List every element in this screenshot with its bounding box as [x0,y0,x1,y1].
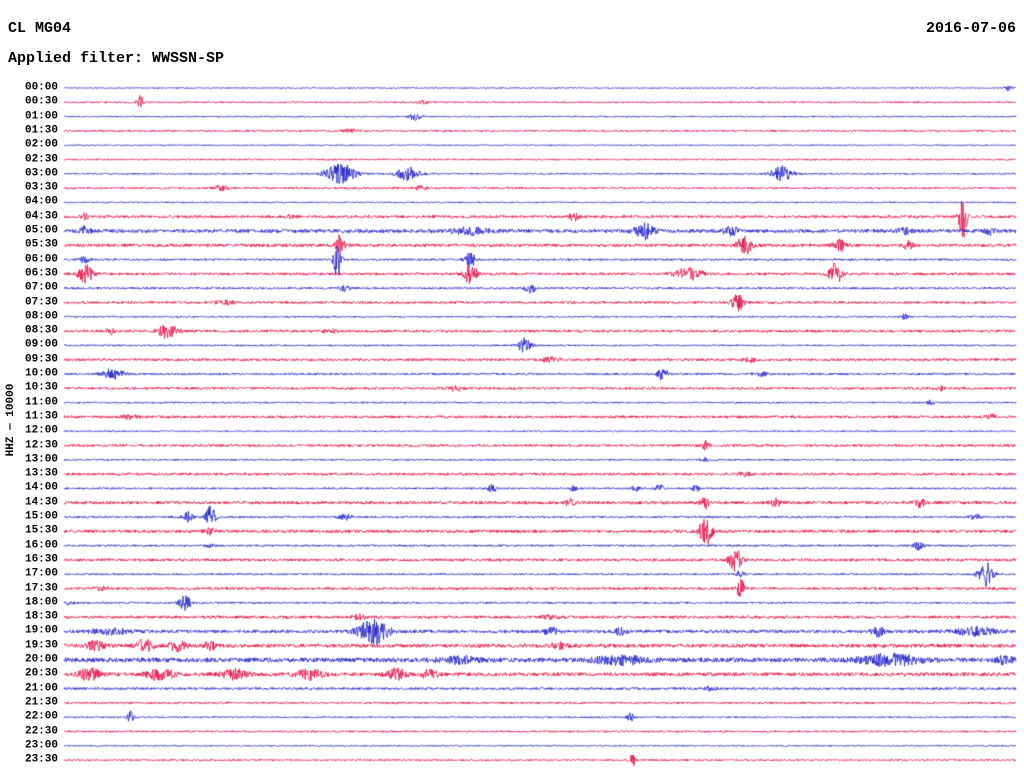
time-label: 07:30 [24,296,58,308]
time-label: 13:30 [24,467,58,480]
time-label: 06:30 [24,267,58,280]
time-label: 18:00 [24,596,58,609]
time-label: 23:30 [24,753,58,766]
time-label: 10:00 [24,367,58,380]
time-label: 18:30 [24,610,58,623]
time-label: 19:00 [24,624,58,637]
time-label: 01:00 [24,110,58,123]
time-label: 05:30 [24,238,58,251]
time-label: 17:00 [24,567,58,580]
station-label: CL MG04 [8,20,72,37]
time-label: 01:30 [24,124,58,137]
time-label: 04:30 [24,210,58,223]
time-label: 20:00 [24,653,58,666]
time-label: 21:30 [24,696,58,709]
time-label: 19:30 [24,639,58,652]
time-label: 11:30 [24,410,58,423]
time-label: 12:30 [24,439,58,451]
time-label: 23:00 [24,739,58,752]
time-label: 02:30 [24,153,58,165]
time-label: 12:00 [24,424,58,437]
time-label: 21:00 [24,682,58,695]
time-label: 15:30 [24,524,58,537]
time-label: 22:00 [24,710,58,723]
time-label: 03:00 [24,167,58,180]
time-label: 09:30 [24,353,58,366]
time-label: 10:30 [24,381,58,394]
time-label: 07:00 [24,281,58,294]
time-label: 05:00 [24,224,58,237]
time-label: 16:00 [24,539,58,552]
time-label: 00:30 [24,95,58,108]
time-label: 13:00 [24,453,58,466]
time-label: 11:00 [24,396,58,409]
time-label: 20:30 [24,667,58,680]
filter-label: Applied filter: WWSSN-SP [8,50,225,67]
date-label: 2016-07-06 [925,20,1016,37]
time-label: 06:00 [24,253,58,266]
time-label: 09:00 [24,338,58,351]
time-label: 04:00 [24,195,58,208]
time-label: 14:00 [24,481,58,494]
time-label: 02:00 [24,138,58,151]
time-label: 08:00 [24,310,58,323]
time-label: 00:00 [24,81,58,94]
time-label: 03:30 [24,181,58,194]
time-label: 16:30 [24,553,58,566]
time-label: 08:30 [24,324,58,337]
time-label: 17:30 [24,582,58,594]
time-label: 22:30 [24,725,58,737]
time-label: 14:30 [24,496,58,509]
time-label: 15:00 [24,510,58,523]
